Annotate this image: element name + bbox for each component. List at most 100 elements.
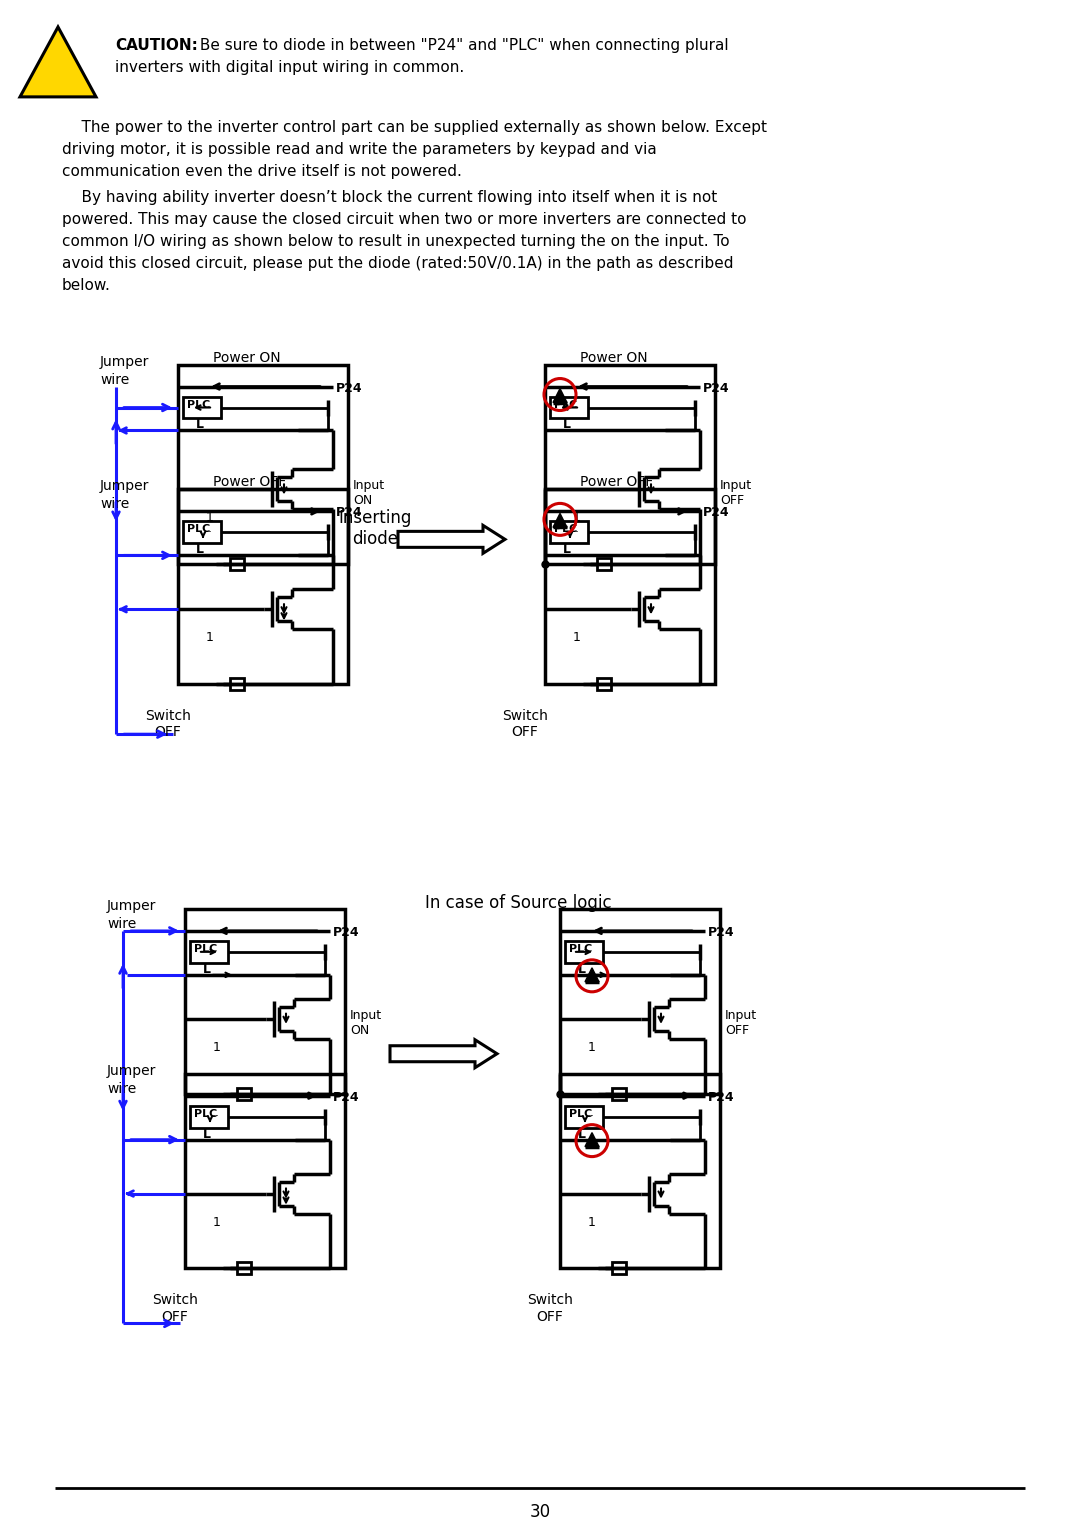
Text: ..: .. <box>212 1106 220 1119</box>
Text: powered. This may cause the closed circuit when two or more inverters are connec: powered. This may cause the closed circu… <box>62 212 746 227</box>
Text: Power ON: Power ON <box>213 351 281 365</box>
Bar <box>237 1088 251 1100</box>
Bar <box>183 397 221 418</box>
Text: Switch
OFF: Switch OFF <box>152 1294 198 1323</box>
Text: avoid this closed circuit, please put the diode (rated:50V/0.1A) in the path as : avoid this closed circuit, please put th… <box>62 256 733 270</box>
Text: L: L <box>578 1128 586 1140</box>
Text: 1: 1 <box>573 511 581 525</box>
Text: L: L <box>203 1128 211 1140</box>
Bar <box>183 522 221 543</box>
Text: PLC: PLC <box>187 400 211 409</box>
Text: PLC: PLC <box>554 525 577 534</box>
Text: P24: P24 <box>708 926 734 938</box>
Text: common I/O wiring as shown below to result in unexpected turning the on the inpu: common I/O wiring as shown below to resu… <box>62 233 730 249</box>
Text: Jumper: Jumper <box>100 479 149 493</box>
Text: driving motor, it is possible read and write the parameters by keypad and via: driving motor, it is possible read and w… <box>62 142 657 157</box>
Text: Input
OFF: Input OFF <box>725 1009 757 1036</box>
Text: 1: 1 <box>573 632 581 644</box>
Text: 1: 1 <box>213 1041 221 1054</box>
Text: 1: 1 <box>588 1216 596 1228</box>
Bar <box>185 909 345 1094</box>
Bar <box>565 942 603 963</box>
Bar <box>185 1074 345 1268</box>
Bar <box>561 1074 720 1268</box>
Bar <box>230 559 244 571</box>
Text: wire: wire <box>107 917 136 931</box>
Text: communication even the drive itself is not powered.: communication even the drive itself is n… <box>62 163 462 179</box>
Text: PLC: PLC <box>194 945 217 954</box>
Text: ..: .. <box>588 1106 595 1119</box>
Bar <box>230 678 244 690</box>
Bar <box>545 490 715 684</box>
Bar <box>565 1106 603 1128</box>
Text: L: L <box>563 543 571 557</box>
Bar <box>550 397 588 418</box>
Text: L: L <box>578 963 586 975</box>
Text: L: L <box>203 963 211 975</box>
Bar <box>550 522 588 543</box>
Text: Jumper: Jumper <box>107 899 157 913</box>
Polygon shape <box>585 967 599 981</box>
Bar <box>237 1262 251 1274</box>
Text: ..: .. <box>205 522 213 536</box>
Bar <box>597 678 611 690</box>
Text: PLC: PLC <box>569 1109 592 1119</box>
Bar <box>545 365 715 565</box>
Text: wire: wire <box>107 1082 136 1096</box>
Text: Be sure to diode in between "P24" and "PLC" when connecting plural: Be sure to diode in between "P24" and "P… <box>195 38 729 53</box>
Text: Power ON: Power ON <box>580 351 648 365</box>
Bar <box>612 1088 626 1100</box>
Text: P24: P24 <box>336 507 363 519</box>
Text: Inserting
diode: Inserting diode <box>338 510 411 548</box>
Text: PLC: PLC <box>194 1109 217 1119</box>
Text: In case of Source logic: In case of Source logic <box>426 894 611 913</box>
Text: 30: 30 <box>529 1503 551 1521</box>
Text: Input
ON: Input ON <box>353 479 386 508</box>
Text: PLC: PLC <box>569 945 592 954</box>
Bar <box>597 559 611 571</box>
Bar <box>190 1106 228 1128</box>
Text: 1: 1 <box>206 632 214 644</box>
Text: inverters with digital input wiring in common.: inverters with digital input wiring in c… <box>114 60 464 75</box>
Text: The power to the inverter control part can be supplied externally as shown below: The power to the inverter control part c… <box>62 121 767 134</box>
Text: !: ! <box>53 70 63 90</box>
Text: Jumper: Jumper <box>107 1064 157 1077</box>
Text: Power OFF: Power OFF <box>580 476 653 490</box>
Text: ..: .. <box>572 522 580 536</box>
Text: By having ability inverter doesn’t block the current flowing into itself when it: By having ability inverter doesn’t block… <box>62 189 717 204</box>
Text: L: L <box>563 418 571 432</box>
Bar <box>561 909 720 1094</box>
Text: Switch
OFF: Switch OFF <box>145 710 191 740</box>
Text: Jumper: Jumper <box>100 354 149 369</box>
Text: 1: 1 <box>206 511 214 525</box>
Text: Input
OFF: Input OFF <box>720 479 752 508</box>
Text: P24: P24 <box>333 926 360 938</box>
Text: L: L <box>195 543 204 557</box>
FancyArrow shape <box>399 525 505 554</box>
Polygon shape <box>585 1132 599 1146</box>
Bar <box>612 1262 626 1274</box>
Polygon shape <box>553 389 567 403</box>
Text: P24: P24 <box>703 507 730 519</box>
Bar <box>178 365 348 565</box>
Text: 1: 1 <box>588 1041 596 1054</box>
Bar <box>178 490 348 684</box>
Text: below.: below. <box>62 278 111 293</box>
Bar <box>190 942 228 963</box>
Text: CAUTION:: CAUTION: <box>114 38 198 53</box>
Text: Switch
OFF: Switch OFF <box>527 1294 572 1323</box>
Text: PLC: PLC <box>554 400 577 409</box>
Text: P24: P24 <box>703 382 730 395</box>
FancyArrow shape <box>390 1039 497 1068</box>
Text: Switch
OFF: Switch OFF <box>502 710 548 740</box>
Text: wire: wire <box>100 497 130 511</box>
Polygon shape <box>21 27 96 96</box>
Text: L: L <box>195 418 204 432</box>
Text: P24: P24 <box>336 382 363 395</box>
Text: Input
ON: Input ON <box>350 1009 382 1036</box>
Text: P24: P24 <box>708 1091 734 1103</box>
Text: P24: P24 <box>333 1091 360 1103</box>
Polygon shape <box>553 513 567 528</box>
Text: PLC: PLC <box>187 525 211 534</box>
Text: 1: 1 <box>213 1216 221 1228</box>
